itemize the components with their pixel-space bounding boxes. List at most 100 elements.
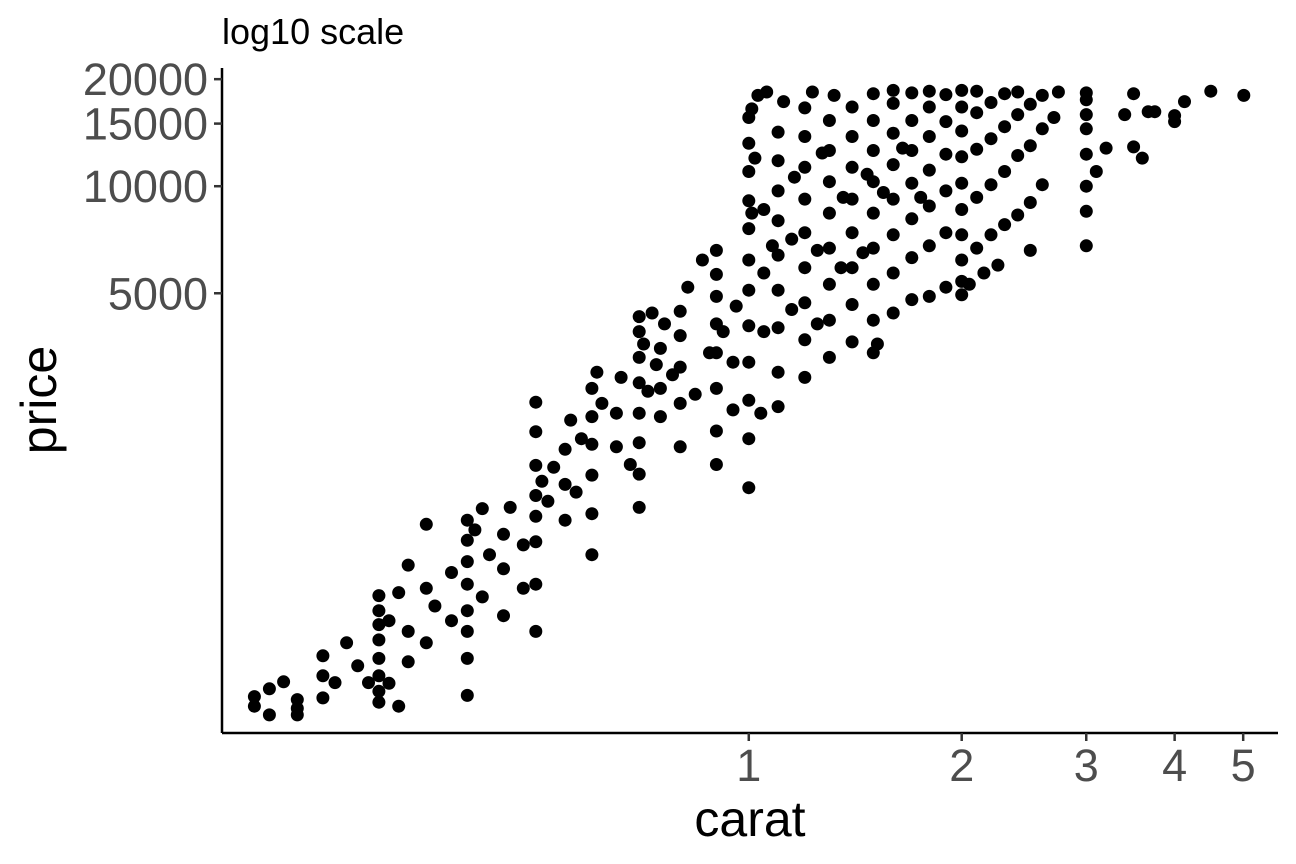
data-point [822, 241, 836, 255]
data-point [372, 618, 386, 632]
data-point [998, 87, 1012, 101]
data-point [922, 289, 936, 303]
data-point [827, 88, 841, 102]
data-point [632, 310, 646, 324]
chart-title: log10 scale [222, 11, 404, 52]
data-point [1011, 149, 1025, 162]
data-point [866, 277, 880, 291]
data-point [905, 144, 919, 157]
data-point [845, 298, 859, 311]
data-point [247, 699, 261, 713]
data-point [977, 266, 991, 280]
data-point [632, 467, 646, 481]
data-point [742, 432, 756, 446]
data-point [845, 130, 859, 143]
data-point [1035, 122, 1049, 136]
data-point [1204, 84, 1218, 98]
data-point [1079, 108, 1093, 122]
data-point [372, 651, 386, 665]
data-point [401, 558, 415, 572]
data-point [922, 100, 936, 114]
data-point [745, 206, 759, 220]
data-point [742, 136, 756, 150]
data-point [401, 655, 415, 669]
data-point [984, 96, 998, 109]
data-point [922, 130, 936, 143]
data-point [771, 400, 785, 414]
data-point [1168, 109, 1182, 123]
data-point [641, 384, 655, 398]
data-point [623, 458, 637, 471]
data-point [529, 577, 543, 591]
data-point [939, 115, 953, 129]
data-point [574, 432, 588, 446]
data-point [822, 175, 836, 189]
data-point [649, 358, 663, 372]
data-point [653, 381, 667, 395]
data-point [729, 299, 743, 313]
data-point [277, 675, 291, 689]
data-point [497, 609, 510, 623]
data-point [1079, 147, 1093, 161]
data-point [673, 304, 687, 318]
data-point [866, 87, 880, 101]
data-point [529, 489, 543, 502]
data-point [445, 614, 458, 628]
data-point [585, 437, 599, 451]
data-point [914, 190, 928, 204]
data-point [547, 460, 561, 474]
data-point [876, 186, 890, 199]
data-point [970, 190, 984, 204]
data-point [475, 590, 489, 604]
data-point [726, 403, 740, 417]
data-point [822, 114, 836, 127]
data-point [392, 586, 406, 600]
data-point [939, 226, 953, 240]
data-point [866, 313, 880, 327]
data-point [798, 370, 812, 384]
data-point [742, 222, 756, 236]
data-point [810, 317, 824, 331]
data-point [569, 485, 583, 499]
data-point [419, 636, 433, 650]
data-point [658, 317, 671, 331]
data-point [392, 699, 406, 713]
data-point [834, 261, 848, 275]
data-point [939, 280, 953, 294]
data-point [372, 695, 386, 709]
data-point [1118, 108, 1132, 122]
data-point [585, 548, 599, 562]
data-point [939, 147, 953, 161]
data-point [609, 406, 623, 420]
data-point [688, 387, 702, 401]
data-point [845, 192, 859, 206]
data-point [822, 313, 836, 327]
data-point [316, 649, 330, 663]
data-point [845, 100, 859, 114]
data-point [497, 527, 510, 541]
data-point [970, 84, 984, 98]
data-point [460, 555, 474, 569]
data-point [970, 106, 984, 120]
data-point [653, 410, 667, 424]
data-point [262, 708, 276, 722]
data-point [558, 477, 572, 491]
data-point [468, 523, 482, 537]
data-point [1011, 85, 1025, 99]
data-point [709, 381, 723, 395]
data-point [382, 676, 396, 690]
data-point [541, 494, 555, 508]
data-point [529, 425, 543, 439]
data-point [558, 442, 572, 456]
data-point [754, 406, 768, 420]
y-axis-title: price [11, 346, 67, 454]
points-layer [247, 83, 1251, 722]
data-point [785, 232, 799, 246]
data-point [709, 424, 723, 438]
data-point [798, 333, 812, 347]
data-point [866, 175, 880, 189]
y-tick-label: 20000 [83, 54, 208, 105]
data-point [1127, 140, 1141, 154]
